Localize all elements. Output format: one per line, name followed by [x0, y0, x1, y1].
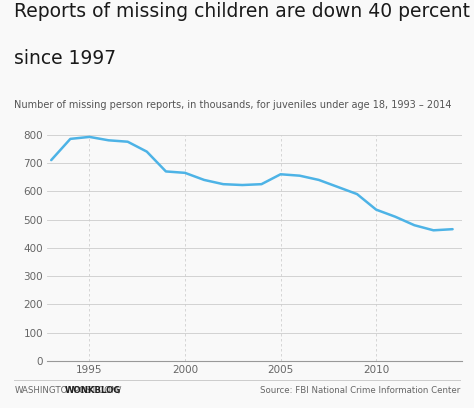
Text: since 1997: since 1997 [14, 49, 116, 68]
Text: Reports of missing children are down 40 percent: Reports of missing children are down 40 … [14, 2, 470, 21]
Text: WASHINGTONPOST.COM/: WASHINGTONPOST.COM/ [14, 386, 121, 395]
Text: Source: FBI National Crime Information Center: Source: FBI National Crime Information C… [260, 386, 460, 395]
Text: Number of missing person reports, in thousands, for juveniles under age 18, 1993: Number of missing person reports, in tho… [14, 100, 452, 110]
Text: WONKBLOG: WONKBLOG [64, 386, 121, 395]
